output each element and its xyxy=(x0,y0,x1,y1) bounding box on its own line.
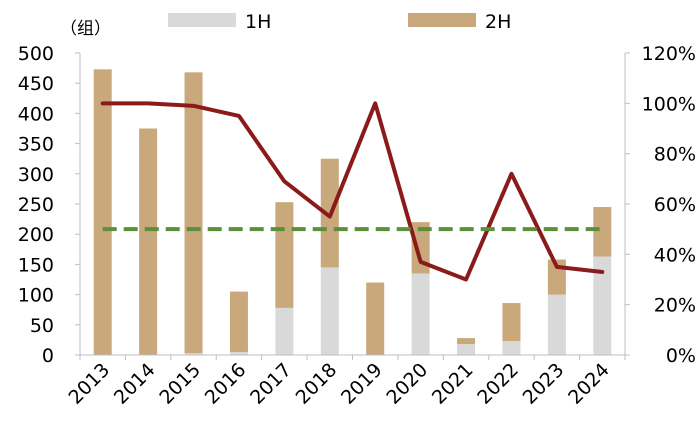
bar-2h-2013 xyxy=(93,69,112,356)
right-tick-label: 20% xyxy=(654,295,696,317)
bar-2h-2021 xyxy=(457,338,476,345)
x-tick-label: 2019 xyxy=(337,359,387,409)
left-tick-label: 200 xyxy=(18,224,54,246)
bar-1h-2017 xyxy=(275,307,294,355)
x-tick-label: 2020 xyxy=(382,359,432,409)
left-tick-label: 250 xyxy=(18,194,54,216)
x-tick-label: 2017 xyxy=(246,359,296,409)
left-tick-label: 50 xyxy=(30,315,54,337)
right-tick-label: 80% xyxy=(654,144,696,166)
bar-1h-2016 xyxy=(229,351,248,355)
right-tick-label: 120% xyxy=(642,43,696,65)
right-tick-label: 100% xyxy=(642,93,696,115)
bar-2h-2024 xyxy=(593,207,612,257)
bar-1h-2024 xyxy=(593,256,612,355)
x-tick-label: 2022 xyxy=(473,359,523,409)
left-tick-label: 450 xyxy=(18,73,54,95)
left-tick-label: 150 xyxy=(18,254,54,276)
left-tick-label: 500 xyxy=(18,43,54,65)
x-tick-label: 2016 xyxy=(201,359,251,409)
left-tick-label: 300 xyxy=(18,164,54,186)
x-axis: 2013201420152016201720182019202020212022… xyxy=(64,354,626,409)
bars xyxy=(93,69,612,356)
bar-2h-2019 xyxy=(366,282,385,355)
bar-2h-2020 xyxy=(411,222,430,274)
legend-label-2h: 2H xyxy=(485,11,511,33)
x-tick-label: 2021 xyxy=(428,359,478,409)
bar-2h-2014 xyxy=(139,128,158,355)
bar-2h-2015 xyxy=(184,72,203,354)
bar-1h-2021 xyxy=(457,344,476,355)
bar-1h-2015 xyxy=(184,353,203,355)
x-tick-label: 2015 xyxy=(155,359,205,409)
bar-1h-2022 xyxy=(502,341,521,355)
right-tick-label: 0% xyxy=(666,345,696,367)
left-axis: 0 50 100 150 200 250 300 350 400 450 500 xyxy=(18,43,81,367)
legend-label-1h: 1H xyxy=(245,11,271,33)
bar-1h-2020 xyxy=(411,273,430,355)
ratio-line xyxy=(100,101,605,282)
left-axis-unit-label: （组） xyxy=(60,19,111,39)
right-tick-label: 40% xyxy=(654,244,696,266)
left-tick-label: 0 xyxy=(42,345,54,367)
bar-2h-2017 xyxy=(275,202,294,308)
left-tick-label: 350 xyxy=(18,134,54,156)
right-axis: 0% 20% 40% 60% 80% 100% 120% xyxy=(624,43,696,367)
bar-2h-2016 xyxy=(229,291,248,352)
bar-2h-2022 xyxy=(502,303,521,342)
lines xyxy=(100,101,605,282)
bar-1h-2018 xyxy=(320,267,339,355)
legend-swatch-2h xyxy=(408,13,476,27)
x-tick-label: 2013 xyxy=(64,359,114,409)
x-tick-label: 2018 xyxy=(292,359,342,409)
right-tick-label: 60% xyxy=(654,194,696,216)
legend-swatch-1h xyxy=(168,13,236,27)
x-tick-label: 2024 xyxy=(564,359,614,409)
x-tick-label: 2023 xyxy=(519,359,569,409)
left-tick-label: 100 xyxy=(18,285,54,307)
bar-1h-2023 xyxy=(547,294,566,355)
legend: 1H 2H xyxy=(168,11,511,33)
left-tick-label: 400 xyxy=(18,103,54,125)
x-tick-label: 2014 xyxy=(110,359,160,409)
